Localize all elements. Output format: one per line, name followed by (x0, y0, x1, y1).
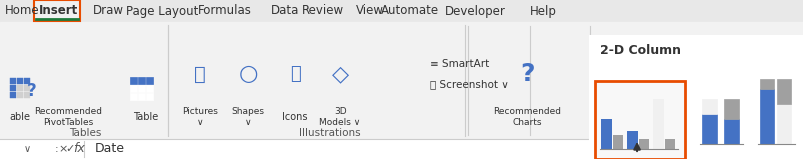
Bar (593, 71, 601, 89)
Bar (10, 92, 16, 98)
Bar (138, 85, 145, 92)
Bar (701, 99, 716, 114)
Text: ○: ○ (238, 64, 258, 84)
Bar (138, 93, 145, 100)
Bar (664, 139, 675, 149)
Bar (0, 0, 803, 22)
Text: ∨: ∨ (605, 89, 612, 99)
Text: ∨: ∨ (662, 71, 669, 81)
Bar (0, 22, 803, 139)
Bar (669, 59, 701, 94)
Text: Developer: Developer (444, 4, 505, 17)
Text: 🏢: 🏢 (758, 66, 770, 86)
Bar (594, 81, 684, 159)
Bar (130, 77, 137, 84)
Bar (0, 139, 803, 159)
Text: Help: Help (529, 4, 556, 17)
Bar (776, 79, 790, 104)
Text: ◇: ◇ (331, 64, 349, 84)
Bar (776, 104, 790, 144)
Text: Page Layout: Page Layout (126, 4, 198, 17)
Bar (601, 119, 611, 149)
Text: 🌐: 🌐 (721, 66, 733, 86)
Text: Recommended
Charts: Recommended Charts (492, 107, 560, 127)
Bar (10, 85, 16, 91)
Text: Review: Review (302, 4, 344, 17)
Bar (759, 89, 773, 144)
Bar (2, 141, 52, 157)
Bar (24, 78, 31, 84)
Bar (130, 85, 137, 92)
Bar (632, 59, 664, 94)
Bar (701, 114, 716, 144)
Bar (612, 135, 622, 149)
Text: ⬜ Screenshot ∨: ⬜ Screenshot ∨ (430, 79, 508, 89)
Text: ?: ? (26, 82, 36, 100)
Bar (653, 99, 663, 149)
Text: Illustrations: Illustrations (299, 128, 361, 138)
Text: ×: × (59, 144, 67, 154)
Text: Data: Data (271, 4, 299, 17)
Text: Date: Date (95, 142, 125, 156)
Text: Insert: Insert (39, 4, 78, 17)
Text: Shapes
∨: Shapes ∨ (231, 107, 264, 127)
Bar (723, 99, 738, 119)
Bar (24, 85, 31, 91)
Bar (589, 36, 803, 159)
Bar (17, 78, 23, 84)
Text: ⌇: ⌇ (681, 67, 689, 85)
Text: Automate: Automate (381, 4, 438, 17)
Text: ≡ SmartArt: ≡ SmartArt (430, 59, 489, 69)
Bar (146, 77, 153, 84)
Text: Formulas: Formulas (198, 4, 252, 17)
Text: Tables: Tables (69, 128, 101, 138)
Bar (17, 92, 23, 98)
Text: ∨: ∨ (23, 144, 31, 154)
Text: Draw: Draw (92, 4, 124, 17)
Text: 2-D Column: 2-D Column (599, 45, 680, 58)
Bar (605, 77, 613, 89)
Text: 🏔: 🏔 (194, 65, 206, 83)
Bar (589, 54, 627, 99)
Text: View: View (356, 4, 384, 17)
Text: fx: fx (73, 142, 85, 156)
Text: ▩: ▩ (640, 67, 656, 85)
Text: :: : (55, 144, 58, 154)
Bar (24, 92, 31, 98)
Text: ?: ? (520, 62, 534, 86)
Bar (17, 85, 23, 91)
Text: Pictures
∨: Pictures ∨ (182, 107, 218, 127)
Bar (615, 67, 623, 89)
Bar (138, 77, 145, 84)
Bar (0, 139, 803, 159)
Text: Icons: Icons (282, 112, 308, 122)
Text: able: able (10, 112, 31, 122)
Bar (35, 0, 80, 21)
Bar (638, 139, 648, 149)
Text: ✓: ✓ (66, 144, 75, 154)
Bar (723, 119, 738, 144)
Text: 👤: 👤 (289, 65, 300, 83)
Text: Home: Home (5, 4, 39, 17)
Text: Recommended
PivotTables: Recommended PivotTables (35, 107, 102, 127)
Bar (146, 93, 153, 100)
Bar (759, 79, 773, 89)
Bar (146, 85, 153, 92)
Text: Table: Table (132, 112, 157, 122)
Text: 3D
Models ∨: 3D Models ∨ (319, 107, 361, 127)
Bar (130, 93, 137, 100)
Text: ∨: ∨ (699, 71, 706, 81)
Bar (626, 131, 637, 149)
Bar (10, 78, 16, 84)
